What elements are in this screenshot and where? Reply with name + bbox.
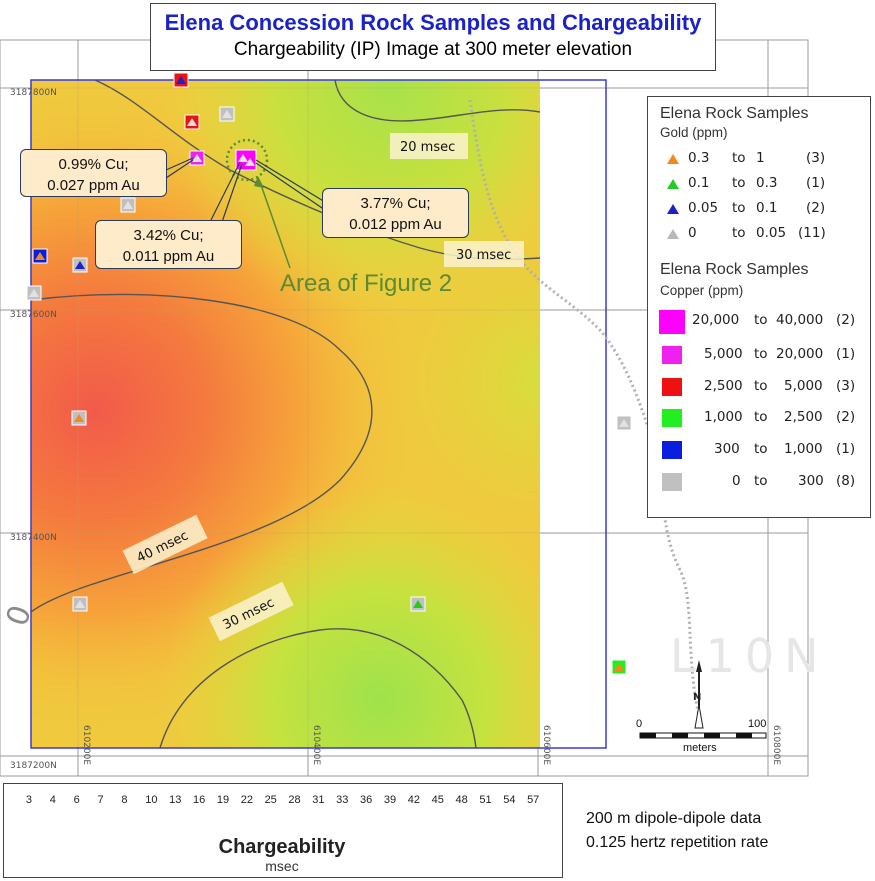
colorbar-tick-label: 25: [264, 794, 277, 806]
contour-label: 20 msec: [400, 140, 455, 155]
sample-marker[interactable]: [189, 150, 205, 166]
map-title: Elena Concession Rock Samples and Charge…: [164, 10, 702, 35]
colorbar-tick-label: 39: [383, 794, 397, 806]
callout-cu: 3.42% Cu;: [133, 227, 204, 244]
easting-label: 610800E: [771, 725, 781, 765]
colorbar-tick-label: 10: [145, 794, 158, 806]
colorbar-tick-label: 54: [503, 794, 516, 806]
sample-marker[interactable]: [26, 285, 42, 301]
copper-legend-subtitle: Copper (ppm): [660, 283, 744, 298]
callout-au: 0.027 ppm Au: [47, 177, 140, 194]
colorbar-tick-label: 19: [216, 794, 230, 806]
colorbar-tick-label: 16: [192, 794, 206, 806]
northing-label: 3187600N: [10, 310, 57, 320]
copper-legend-row: 2,500 to 5,000 (3): [648, 375, 872, 399]
colorbar-tick-label: 7: [97, 794, 104, 806]
sample-marker[interactable]: [219, 106, 235, 122]
callout-sample-3: 3.77% Cu; 0.012 ppm Au: [322, 188, 469, 238]
survey-notes: 200 m dipole-dipole data 0.125 hertz rep…: [586, 807, 768, 855]
callout-au: 0.011 ppm Au: [122, 248, 215, 265]
note-line: 200 m dipole-dipole data: [586, 810, 762, 827]
colorbar-tick-label: 36: [360, 794, 373, 806]
colorbar-unit: msec: [265, 858, 299, 874]
sample-marker[interactable]: [71, 410, 87, 426]
callout-sample-1: 0.99% Cu; 0.027 ppm Au: [20, 149, 167, 197]
easting-label: 610600E: [541, 725, 551, 765]
colorbar-title: Chargeability: [218, 836, 346, 858]
copper-legend-row: 5,000 to 20,000 (1): [648, 343, 872, 367]
scale-start-label: 0: [636, 718, 643, 730]
sample-marker[interactable]: [410, 596, 426, 612]
colorbar-tick-label: 57: [527, 794, 540, 806]
gold-legend-row: 0 to 0.05 (11): [648, 222, 872, 246]
copper-legend-row: 1,000 to 2,500 (2): [648, 406, 872, 430]
colorbar-tick-label: 3: [25, 794, 33, 806]
northing-label: 3187800N: [10, 88, 57, 98]
gold-legend-row: 0.1 to 0.3 (1): [648, 172, 872, 196]
colorbar-tick-label: 13: [169, 794, 182, 806]
colorbar-tick-label: 45: [431, 794, 444, 806]
north-arrow-icon: [694, 660, 704, 729]
area-of-figure-2-label: Area of Figure 2: [280, 270, 453, 297]
easting-label: 610400E: [311, 725, 321, 765]
sample-marker[interactable]: [72, 257, 88, 273]
colorbar-legend: 3 4 6 7 8 10 13 16 19 22 25 28 31 33 36 39 42 45 48 51 54 57 …: [3, 783, 563, 878]
gold-legend-row: 0.05 to 0.1 (2): [648, 197, 872, 221]
northing-label: 3187400N: [10, 533, 57, 543]
sample-marker[interactable]: [616, 415, 632, 431]
north-label: N: [693, 692, 701, 703]
colorbar-tick-label: 22: [240, 794, 253, 806]
colorbar-tick-label: 48: [455, 794, 468, 806]
figure2-area-circle: [225, 138, 269, 182]
scale-unit-label: meters: [683, 742, 717, 754]
sample-marker[interactable]: [184, 114, 200, 130]
note-line: 0.125 hertz repetition rate: [586, 834, 769, 851]
colorbar-tick-label: 6: [73, 794, 80, 806]
sample-marker[interactable]: [173, 72, 189, 88]
copper-legend-row: 20,000 to 40,000 (2): [648, 309, 872, 334]
gold-legend-title: Elena Rock Samples: [660, 105, 809, 122]
colorbar-tick-label: 51: [479, 794, 492, 806]
callout-cu: 3.77% Cu;: [360, 195, 431, 212]
contour-label: 30 msec: [456, 248, 511, 263]
figure2-arrow: [259, 181, 291, 269]
colorbar-tick-label: 4: [49, 794, 56, 806]
easting-label: 610200E: [81, 725, 91, 765]
copper-legend-row: 300 to 1,000 (1): [648, 438, 872, 462]
sample-marker[interactable]: [72, 596, 88, 612]
sample-marker[interactable]: [235, 149, 257, 171]
line-watermark: L10N: [670, 629, 829, 683]
callout-sample-2: 3.42% Cu; 0.011 ppm Au: [95, 220, 242, 269]
colorbar-tick-label: 8: [121, 794, 128, 806]
colorbar-tick-label: 33: [336, 794, 349, 806]
scale-bar: [639, 732, 767, 739]
colorbar-tick-label: 28: [288, 794, 301, 806]
sample-marker[interactable]: [611, 659, 627, 675]
sample-marker[interactable]: [120, 197, 136, 213]
copper-legend-row: 0 to 300 (8): [648, 470, 872, 494]
callout-cu: 0.99% Cu;: [58, 156, 129, 173]
colorbar-tick-label: 31: [312, 794, 325, 806]
copper-legend-title: Elena Rock Samples: [660, 261, 809, 278]
title-box: Elena Concession Rock Samples and Charge…: [150, 3, 716, 71]
colorbar-tick-label: 42: [407, 794, 420, 806]
sample-marker[interactable]: [32, 248, 48, 264]
legend: Elena Rock Samples Gold (ppm) 0.3 to 1 (3) …: [647, 96, 871, 518]
northing-label: 3187200N: [10, 761, 57, 771]
gold-legend-subtitle: Gold (ppm): [660, 125, 728, 140]
scale-end-label: 100: [748, 718, 767, 730]
callout-au: 0.012 ppm Au: [349, 216, 442, 233]
gold-legend-row: 0.3 to 1 (3): [648, 147, 872, 171]
map-subtitle: Chargeability (IP) Image at 300 meter el…: [233, 39, 633, 60]
